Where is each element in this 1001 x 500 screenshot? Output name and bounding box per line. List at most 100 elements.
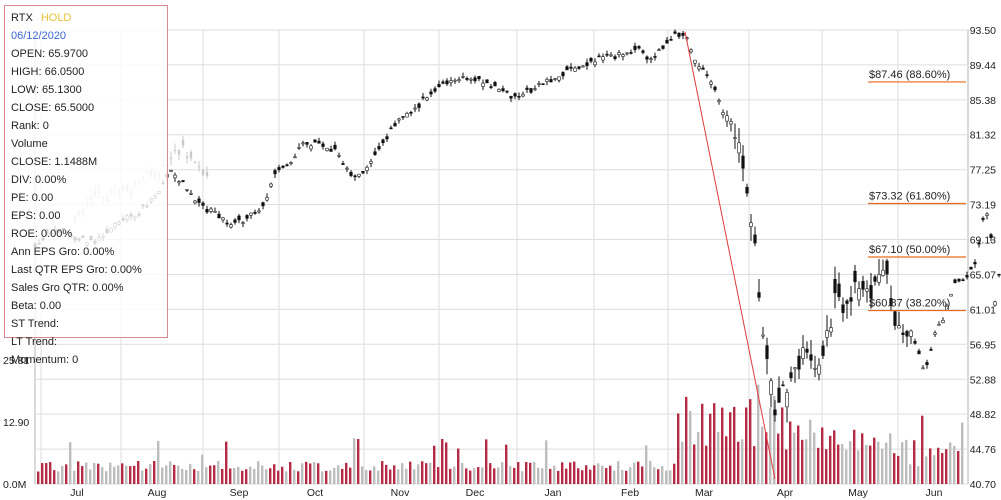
volume-bar bbox=[681, 441, 684, 484]
candle-body bbox=[381, 139, 385, 144]
price-tick-label: 48.82 bbox=[970, 409, 996, 421]
candle-body bbox=[933, 332, 937, 335]
volume-bar bbox=[861, 433, 864, 484]
volume-bar bbox=[621, 470, 624, 484]
candle-body bbox=[233, 219, 237, 223]
volume-bar bbox=[765, 432, 768, 484]
price-tick-label: 61.01 bbox=[970, 304, 996, 316]
volume-bar bbox=[385, 464, 388, 484]
volume-bar bbox=[809, 419, 812, 484]
candle-body bbox=[845, 300, 849, 304]
volume-bar bbox=[185, 470, 188, 484]
candle-body bbox=[561, 72, 565, 77]
volume-tick-label: 0.0M bbox=[3, 479, 26, 491]
volume-bar bbox=[825, 449, 828, 484]
volume-bar bbox=[213, 465, 216, 484]
volume-bar bbox=[69, 442, 72, 484]
candle-body bbox=[373, 151, 377, 155]
volume-bar bbox=[253, 468, 256, 484]
candle-body bbox=[517, 95, 521, 98]
candle-body bbox=[697, 66, 701, 70]
candle-body bbox=[861, 281, 865, 290]
candle-body bbox=[513, 93, 517, 97]
volume-bar bbox=[141, 470, 144, 484]
candle-body bbox=[669, 39, 673, 41]
candle-body bbox=[745, 186, 749, 194]
candle-body bbox=[833, 279, 837, 294]
candle-body bbox=[817, 364, 821, 375]
volume-bar bbox=[153, 461, 156, 484]
candle-body bbox=[913, 341, 917, 344]
volume-bar bbox=[613, 470, 616, 484]
volume-bar bbox=[325, 470, 328, 484]
candle-body bbox=[981, 218, 985, 220]
ticker-row: RTX HOLD bbox=[11, 9, 167, 27]
volume-bar bbox=[497, 467, 500, 484]
volume-bar bbox=[889, 433, 892, 484]
momentum-value: Momentum: 0 bbox=[11, 354, 79, 366]
volume-bar bbox=[53, 470, 56, 484]
volume-bar bbox=[41, 463, 44, 484]
volume-bar bbox=[265, 469, 268, 484]
volume-bar bbox=[509, 465, 512, 484]
volume-bar bbox=[417, 464, 420, 484]
volume-bar bbox=[893, 453, 896, 484]
volume-bar bbox=[429, 462, 432, 484]
volume-bar bbox=[549, 468, 552, 484]
fibonacci-levels: $87.46 (88.60%) $73.32 (61.80%) $67.10 (50… bbox=[868, 69, 966, 312]
volume-bar bbox=[421, 461, 424, 484]
candle-body bbox=[717, 100, 721, 103]
volume-bar bbox=[677, 413, 680, 484]
volume-bar bbox=[157, 440, 160, 484]
candle-body bbox=[721, 112, 725, 116]
candle-body bbox=[769, 380, 773, 395]
candle-body bbox=[297, 147, 301, 149]
volume-bar bbox=[393, 465, 396, 484]
plot-frame bbox=[34, 29, 969, 485]
candle-body bbox=[465, 78, 469, 80]
volume-bar bbox=[697, 431, 700, 484]
volume-bar bbox=[629, 467, 632, 484]
volume-bar bbox=[61, 466, 64, 484]
candle-body bbox=[805, 348, 809, 353]
volume-bar bbox=[513, 467, 516, 484]
candle-body bbox=[209, 208, 213, 212]
volume-bar bbox=[277, 470, 280, 484]
volume-bar bbox=[77, 461, 80, 484]
candle-body bbox=[733, 137, 737, 139]
candle-body bbox=[661, 45, 665, 49]
candle-body bbox=[693, 59, 697, 64]
volume-bar bbox=[205, 467, 208, 484]
candle-body bbox=[225, 222, 229, 225]
volume-bar bbox=[641, 466, 644, 484]
volume-bar bbox=[841, 444, 844, 484]
candle-body bbox=[565, 66, 569, 71]
candle-body bbox=[169, 170, 173, 173]
price-tick-label: 56.95 bbox=[970, 339, 996, 351]
candle-body bbox=[989, 234, 993, 238]
volume-bar bbox=[653, 467, 656, 484]
volume-bar bbox=[801, 439, 804, 484]
candle-body bbox=[709, 81, 713, 85]
candle-body bbox=[941, 319, 945, 324]
volume-bar bbox=[873, 437, 876, 484]
month-tick-label: Apr bbox=[777, 487, 794, 499]
volume-bar bbox=[725, 436, 728, 484]
volume-bar bbox=[405, 468, 408, 484]
volume-bar bbox=[397, 469, 400, 484]
volume-bar bbox=[917, 466, 920, 484]
ghost-candle-body bbox=[201, 169, 205, 176]
candle-body bbox=[265, 197, 269, 201]
volume-bar bbox=[169, 461, 172, 484]
ghost-candle-body bbox=[177, 150, 181, 155]
candle-body bbox=[597, 55, 601, 58]
volume-bar bbox=[113, 466, 116, 484]
candle-body bbox=[773, 409, 777, 416]
volume-bar bbox=[425, 463, 428, 484]
candle-body bbox=[281, 165, 285, 168]
candle-body bbox=[401, 116, 405, 118]
candle-body bbox=[261, 202, 265, 207]
volume-bar bbox=[609, 465, 612, 484]
volume-bar bbox=[101, 467, 104, 484]
volume-bar bbox=[669, 470, 672, 484]
